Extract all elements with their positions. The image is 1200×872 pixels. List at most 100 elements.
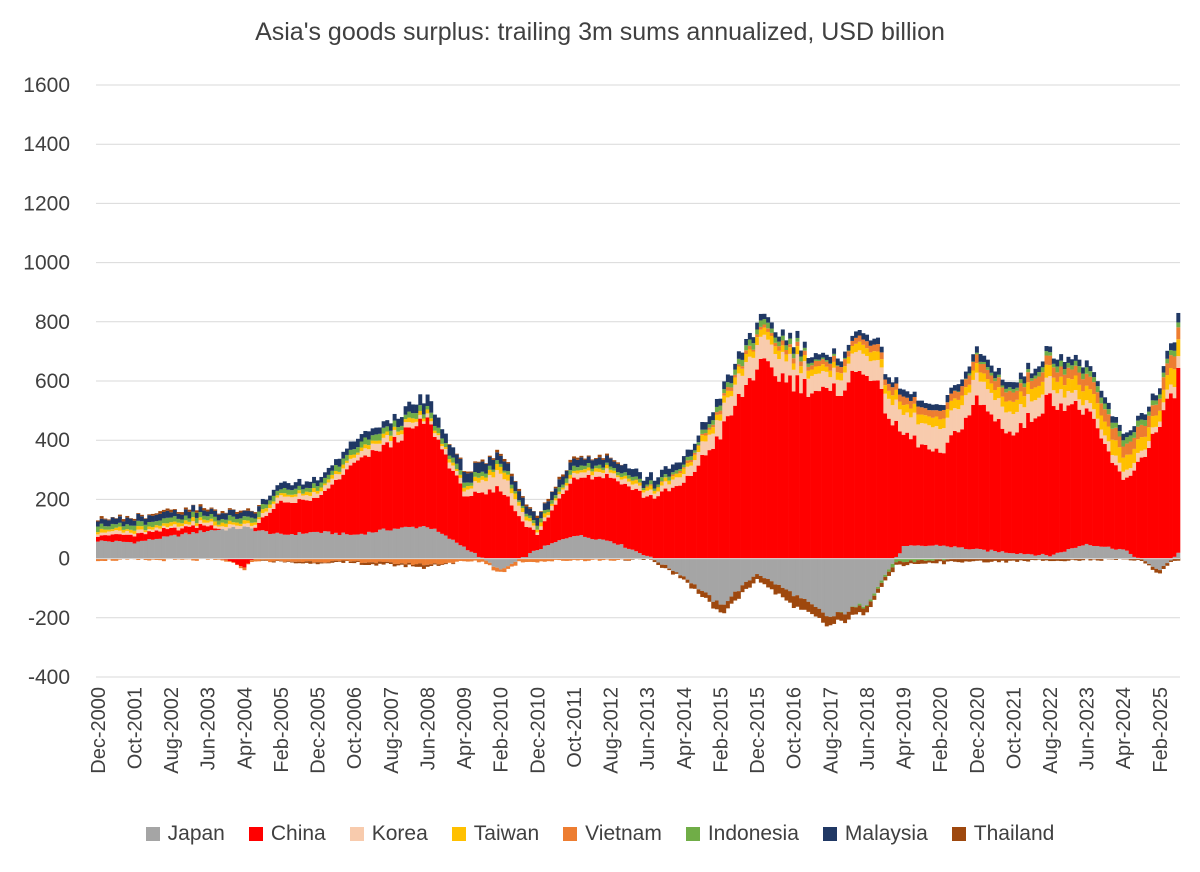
bar-segment-korea: [257, 519, 262, 523]
bar-segment-vietnam: [1029, 380, 1034, 389]
bar-segment-japan: [407, 527, 412, 559]
bar-segment-korea: [725, 397, 730, 417]
bar-segment-vietnam: [264, 558, 269, 561]
bar-segment-thailand: [909, 560, 913, 564]
bar-segment-japan: [509, 558, 514, 564]
bar-segment-indonesia: [762, 319, 767, 325]
bar-segment-malaysia: [1114, 417, 1119, 423]
bar-segment-indonesia: [432, 425, 437, 431]
y-tick-label: -400: [28, 666, 70, 689]
bar-segment-china: [121, 534, 126, 542]
legend-swatch: [951, 827, 966, 841]
bar-segment-indonesia: [799, 356, 804, 362]
bar-segment-vietnam: [293, 558, 298, 562]
bar-segment-malaysia: [180, 514, 185, 520]
bar-segment-taiwan: [253, 522, 258, 525]
bar-segment-thailand: [843, 614, 848, 624]
bar-segment-korea: [1147, 441, 1152, 448]
x-tick-label: Jun-2018: [857, 687, 879, 770]
bar-segment-vietnam: [308, 558, 313, 562]
bar-segment-taiwan: [535, 529, 540, 533]
bar-segment-japan: [828, 558, 833, 617]
bar-segment-taiwan: [821, 364, 826, 371]
bar-segment-china: [260, 517, 265, 531]
bar-segment-thailand: [934, 559, 939, 564]
bar-segment-vietnam: [557, 558, 562, 561]
bar-segment-indonesia: [502, 470, 507, 473]
bar-segment-thailand: [1073, 558, 1078, 561]
bar-segment-indonesia: [352, 449, 357, 455]
bar-segment-japan: [641, 555, 646, 559]
bar-segment-thailand: [403, 564, 408, 568]
bar-segment-malaysia: [264, 499, 269, 505]
bar-segment-korea: [458, 477, 463, 484]
bar-segment-thailand: [341, 560, 346, 563]
bar-segment-thailand: [865, 605, 870, 613]
bar-segment-korea: [1044, 377, 1049, 395]
bar-segment-indonesia: [747, 339, 752, 346]
bar-segment-indonesia: [399, 425, 404, 431]
bar-segment-china: [312, 497, 317, 532]
bar-segment-indonesia: [396, 427, 401, 432]
bar-segment-taiwan: [1121, 457, 1126, 472]
bar-segment-indonesia: [982, 361, 987, 364]
bar-segment-china: [495, 486, 500, 559]
bar-segment-china: [934, 448, 939, 545]
bar-segment-japan: [685, 558, 690, 580]
bar-segment-korea: [205, 522, 210, 527]
bar-segment-japan: [725, 558, 730, 602]
bar-segment-taiwan: [1147, 427, 1152, 442]
bar-segment-taiwan: [564, 482, 569, 486]
bar-segment-indonesia: [692, 450, 697, 453]
bar-segment-vietnam: [323, 558, 328, 563]
bar-segment-china: [454, 475, 459, 543]
bar-segment-malaysia: [249, 511, 254, 518]
bar-segment-thailand: [183, 507, 188, 510]
bar-segment-korea: [495, 470, 500, 487]
bar-segment-taiwan: [451, 462, 456, 466]
legend-label: Malaysia: [844, 822, 928, 845]
bar-segment-thailand: [209, 507, 214, 509]
bar-segment-indonesia: [275, 490, 280, 496]
bar-segment-indonesia: [996, 374, 1001, 378]
bar-segment-korea: [967, 392, 972, 416]
x-tick-label: Jun-2003: [198, 687, 220, 770]
bar-segment-indonesia: [718, 405, 723, 411]
bar-segment-vietnam: [1062, 374, 1067, 386]
bar-segment-china: [520, 521, 525, 558]
bar-segment-vietnam: [912, 396, 917, 404]
bar-segment-japan: [821, 558, 826, 613]
bar-segment-japan: [238, 528, 243, 559]
bar-segment-taiwan: [777, 350, 782, 360]
bar-segment-indonesia: [110, 523, 115, 530]
legend-label: Indonesia: [707, 822, 799, 845]
bar-segment-taiwan: [1143, 436, 1148, 450]
bar-segment-malaysia: [469, 472, 474, 483]
bar-segment-japan: [117, 541, 122, 559]
bar-segment-thailand: [220, 511, 225, 514]
bar-segment-vietnam: [1125, 443, 1130, 455]
bar-segment-malaysia: [392, 413, 397, 421]
bar-segment-indonesia: [744, 345, 749, 351]
bar-segment-thailand: [597, 454, 602, 458]
bar-segment-japan: [575, 535, 580, 559]
bar-segment-vietnam: [392, 558, 397, 564]
bar-segment-vietnam: [736, 364, 741, 367]
bar-segment-china: [996, 419, 1001, 553]
bar-segment-japan: [736, 558, 741, 592]
bar-segment-malaysia: [590, 460, 595, 469]
bar-segment-vietnam: [180, 558, 185, 560]
bar-segment-korea: [989, 392, 994, 415]
bar-segment-vietnam: [220, 559, 225, 561]
bar-segment-china: [824, 387, 829, 559]
bar-segment-korea: [670, 479, 675, 488]
bar-segment-indonesia: [1128, 435, 1133, 442]
bar-segment-korea: [169, 525, 174, 528]
bar-segment-indonesia: [1000, 385, 1005, 388]
bar-segment-japan: [627, 548, 631, 559]
bar-segment-china: [1143, 456, 1148, 559]
bar-segment-indonesia: [1121, 440, 1126, 447]
bar-segment-malaysia: [850, 335, 855, 341]
bar-segment-china: [187, 526, 192, 535]
bar-segment-malaysia: [905, 391, 910, 398]
